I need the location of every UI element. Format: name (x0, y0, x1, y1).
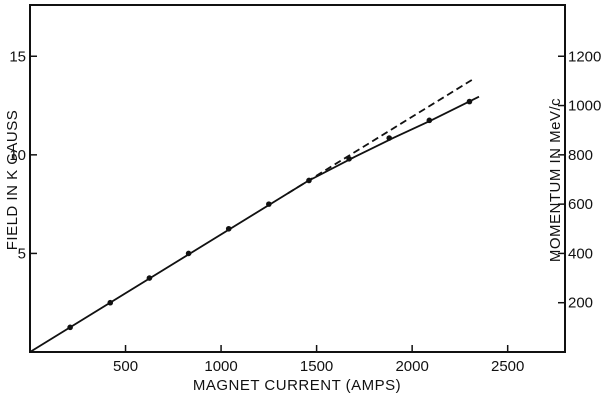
right-y-tick-label: 1000 (568, 98, 601, 115)
right-y-axis-ticks: 200 400 600 800 1000 1200 (558, 48, 601, 312)
series-line-dashed (287, 77, 476, 195)
right-y-tick-label: 800 (568, 147, 593, 164)
x-tick-label: 500 (113, 358, 138, 375)
left-y-tick-label: 10 (9, 147, 26, 164)
x-tick-label: 2500 (491, 358, 524, 375)
x-axis-ticks: 500 1000 1500 2000 2500 (113, 345, 524, 375)
right-y-tick-label: 600 (568, 196, 593, 213)
x-tick-label: 1500 (300, 358, 333, 375)
left-y-axis-ticks: 5 10 15 (9, 48, 37, 262)
plot-frame (29, 4, 566, 353)
series-layer (29, 77, 480, 353)
x-tick-label: 2000 (395, 358, 428, 375)
left-y-tick-label: 5 (18, 245, 26, 262)
right-y-tick-label: 200 (568, 295, 593, 312)
series-line-solid (29, 95, 480, 353)
right-y-tick-label: 1200 (568, 48, 601, 65)
x-axis-title: MAGNET CURRENT (AMPS) (193, 377, 401, 394)
right-y-tick-label: 400 (568, 245, 593, 262)
x-tick-label: 1000 (204, 358, 237, 375)
left-y-axis-title: FIELD IN K GAUSS (4, 110, 21, 251)
right-y-axis-title: MOMENTUM IN MeV/c (547, 98, 564, 262)
left-y-tick-label: 15 (9, 48, 26, 65)
